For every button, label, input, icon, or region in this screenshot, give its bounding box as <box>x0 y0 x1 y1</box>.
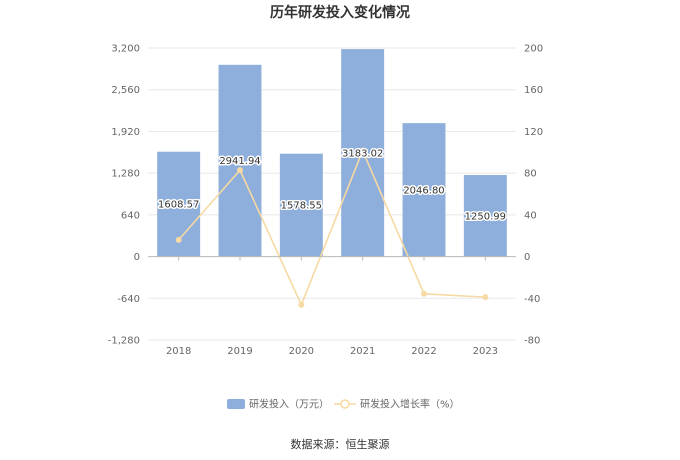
line-point[interactable] <box>482 294 489 301</box>
y-right-tick-label: 200 <box>524 44 543 55</box>
source-note: 数据来源：恒生聚源 <box>291 437 390 451</box>
bar-series <box>157 49 507 257</box>
x-tick-label: 2023 <box>473 346 498 357</box>
y-left-tick-label: -1,280 <box>108 336 140 347</box>
bar-value-label: 1578.55 <box>281 201 322 212</box>
axes: -1,280 -640 0 640 1,280 1,920 2,560 3,200 -80 -40… <box>108 44 543 358</box>
x-tick-label: 2022 <box>411 346 436 357</box>
legend[interactable]: 研发投入（万元） 研发投入增长率（%） <box>227 398 460 411</box>
x-tick-label: 2019 <box>227 346 252 357</box>
bar[interactable] <box>218 64 262 257</box>
y-right-tick-label: 160 <box>524 85 543 96</box>
bar[interactable] <box>463 175 507 257</box>
legend-bar-swatch <box>227 399 245 409</box>
y-right-tick-label: 80 <box>524 169 537 180</box>
y-left-tick-label: 2,560 <box>111 85 140 96</box>
y-right-tick-label: 0 <box>524 252 530 263</box>
data-labels: 1608.57 2941.94 1578.55 3183.02 2046.80 1250.… <box>156 147 507 224</box>
y-right-tick-label: -40 <box>524 294 540 305</box>
x-tick-label: 2020 <box>289 346 314 357</box>
y-left-tick-label: 3,200 <box>111 44 140 55</box>
line-path <box>178 148 486 307</box>
line-point[interactable] <box>298 301 305 308</box>
bar-value-label: 1250.99 <box>465 211 506 222</box>
line-point[interactable] <box>175 236 182 243</box>
y-left-tick-label: 0 <box>134 252 140 263</box>
legend-line-label: 研发投入增长率（%） <box>360 398 460 411</box>
chart-title: 历年研发投入变化情况 <box>270 4 410 21</box>
bar-value-label: 1608.57 <box>158 200 199 211</box>
bar[interactable] <box>402 123 446 257</box>
line-point[interactable] <box>237 167 243 174</box>
legend-line-marker <box>340 399 350 409</box>
line-point[interactable] <box>421 290 427 297</box>
x-tick-label: 2021 <box>350 346 375 357</box>
line-point[interactable] <box>359 147 366 154</box>
y-left-tick-label: 1,280 <box>111 169 140 180</box>
x-tick-label: 2018 <box>166 346 191 357</box>
bar[interactable] <box>279 153 323 257</box>
y-right-tick-label: 120 <box>524 127 543 138</box>
legend-bar-label: 研发投入（万元） <box>249 398 329 411</box>
line-series <box>175 147 489 308</box>
y-left-tick-label: -640 <box>117 294 140 305</box>
y-right-tick-label: -80 <box>524 336 540 347</box>
y-left-tick-label: 640 <box>121 210 140 221</box>
bar-value-label: 2046.80 <box>403 185 444 196</box>
y-right-tick-label: 40 <box>524 210 537 221</box>
bar-value-label: 2941.94 <box>219 156 260 167</box>
y-left-tick-label: 1,920 <box>111 127 140 138</box>
bar-value-label: 3183.02 <box>342 148 383 159</box>
